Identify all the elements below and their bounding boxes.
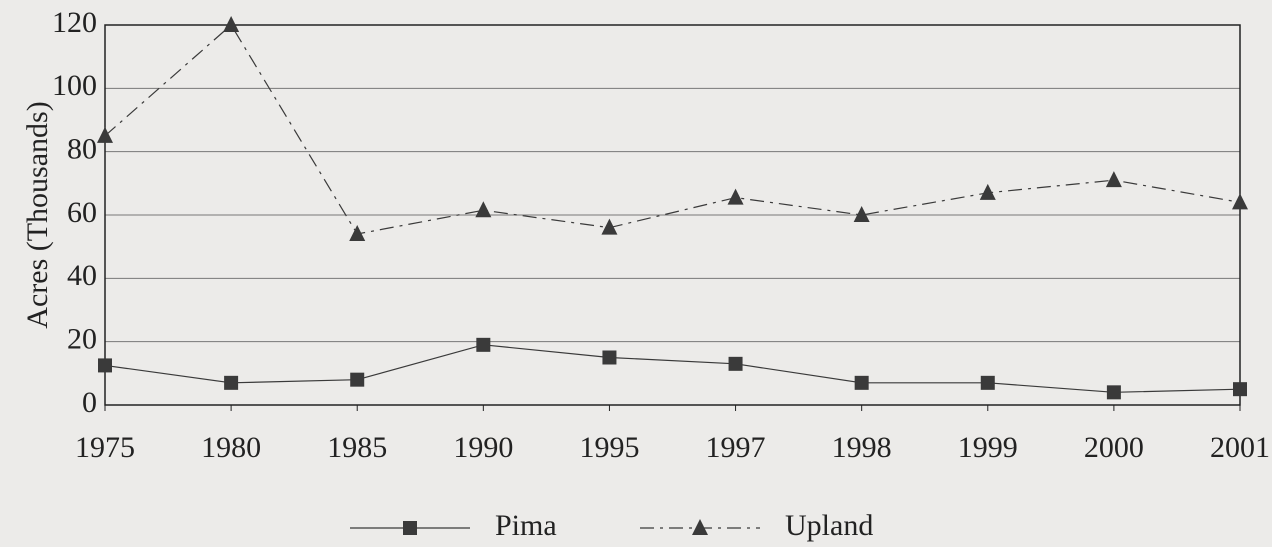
- point: [223, 16, 240, 32]
- point: [728, 356, 743, 371]
- point: [224, 375, 239, 390]
- point: [97, 126, 113, 143]
- point: [980, 375, 995, 390]
- y-tick-label: 80: [67, 133, 97, 166]
- point: [350, 372, 365, 387]
- x-tick-label: 1980: [201, 431, 261, 464]
- x-tick-label: 1990: [453, 431, 513, 464]
- point: [979, 183, 996, 200]
- point: [1232, 193, 1248, 210]
- y-tick-label: 60: [67, 196, 97, 229]
- y-tick-label: 20: [67, 323, 97, 356]
- point: [601, 218, 618, 235]
- point: [476, 337, 491, 352]
- plot-frame: [104, 24, 1241, 406]
- x-tick-label: 2001: [1210, 431, 1270, 464]
- y-tick-label: 100: [52, 69, 97, 102]
- x-tick-label: 1985: [327, 431, 387, 464]
- x-tick-label: 1999: [958, 431, 1018, 464]
- point: [475, 201, 492, 218]
- point: [1106, 385, 1121, 400]
- point: [1233, 382, 1247, 397]
- point: [602, 350, 617, 365]
- point: [98, 358, 112, 373]
- legend-label: Upland: [785, 509, 873, 542]
- x-tick-label: 1975: [75, 431, 135, 464]
- y-axis-label: Acres (Thousands): [21, 101, 54, 328]
- x-tick-label: 2000: [1084, 431, 1144, 464]
- point: [727, 188, 744, 205]
- y-tick-label: 0: [82, 386, 97, 419]
- point: [854, 375, 869, 390]
- y-tick-label: 40: [67, 259, 97, 292]
- x-tick-label: 1997: [706, 431, 766, 464]
- y-tick-label: 120: [52, 6, 97, 39]
- legend-label: Pima: [495, 509, 557, 542]
- point: [349, 225, 366, 241]
- legend-marker: [692, 519, 708, 535]
- point: [1105, 171, 1122, 188]
- series-line: [104, 344, 1241, 393]
- x-tick-label: 1998: [832, 431, 892, 464]
- x-tick-label: 1995: [579, 431, 639, 464]
- point: [853, 206, 870, 222]
- series-line: [104, 24, 1241, 235]
- legend-marker: [403, 521, 417, 535]
